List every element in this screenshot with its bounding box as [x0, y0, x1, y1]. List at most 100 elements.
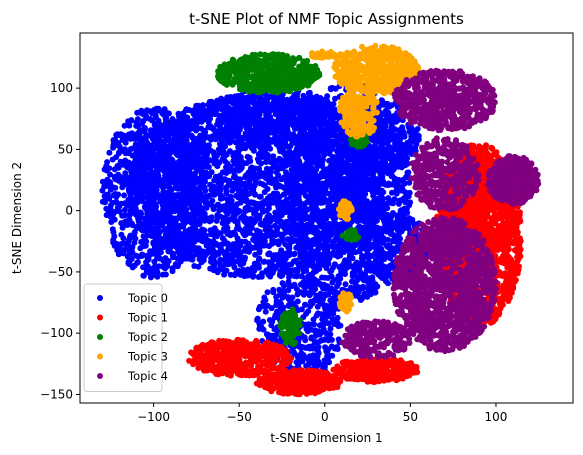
- data-point: [259, 270, 265, 276]
- data-point: [332, 96, 338, 102]
- data-point: [215, 268, 221, 274]
- data-point: [205, 124, 211, 130]
- data-point: [180, 119, 186, 125]
- data-point: [188, 233, 194, 239]
- data-point: [116, 132, 122, 138]
- data-point: [151, 259, 157, 265]
- data-point: [176, 186, 182, 192]
- data-point: [286, 245, 292, 251]
- data-point: [162, 176, 168, 182]
- data-point: [282, 222, 288, 228]
- data-point: [320, 181, 326, 187]
- data-point: [336, 264, 342, 270]
- data-point: [291, 138, 297, 144]
- scatter-points: [99, 43, 541, 398]
- data-point: [272, 210, 278, 216]
- data-point: [160, 244, 166, 250]
- data-point: [154, 134, 160, 140]
- data-point: [235, 247, 241, 253]
- data-point: [309, 218, 315, 224]
- data-point: [245, 199, 251, 205]
- data-point: [249, 225, 255, 231]
- data-point: [296, 198, 302, 204]
- data-point: [359, 296, 365, 302]
- data-point: [233, 193, 239, 199]
- data-point: [118, 201, 124, 207]
- data-point: [363, 184, 369, 190]
- data-point: [195, 251, 201, 257]
- data-point: [182, 171, 188, 177]
- data-point: [192, 147, 198, 153]
- data-point: [373, 177, 379, 183]
- data-point: [218, 230, 224, 236]
- data-point: [270, 270, 276, 276]
- data-point: [353, 283, 359, 289]
- data-point: [272, 192, 278, 198]
- data-point: [324, 249, 330, 255]
- data-point: [241, 181, 247, 187]
- data-point: [280, 149, 286, 155]
- data-point: [130, 161, 136, 167]
- data-point: [285, 200, 291, 206]
- data-point: [136, 218, 142, 224]
- data-point: [193, 194, 199, 200]
- data-point: [173, 201, 179, 207]
- data-point: [264, 208, 270, 214]
- data-point: [126, 186, 132, 192]
- data-point: [217, 261, 223, 267]
- data-point: [366, 287, 372, 293]
- data-point: [234, 115, 240, 121]
- data-point: [159, 192, 165, 198]
- data-point: [171, 126, 177, 132]
- data-point: [208, 137, 214, 143]
- data-point: [133, 208, 139, 214]
- data-point: [233, 174, 239, 180]
- data-point: [240, 255, 246, 261]
- data-point: [105, 211, 111, 217]
- data-point: [160, 272, 166, 278]
- data-point: [320, 157, 326, 163]
- data-point: [121, 192, 127, 198]
- data-point: [102, 199, 108, 205]
- data-point: [323, 216, 329, 222]
- data-point: [319, 243, 325, 249]
- data-point: [121, 136, 127, 142]
- data-point: [360, 216, 366, 222]
- data-point: [257, 194, 263, 200]
- data-point: [129, 170, 135, 176]
- data-point: [149, 118, 155, 124]
- data-point: [223, 191, 229, 197]
- data-point: [199, 169, 205, 175]
- data-point: [223, 241, 229, 247]
- data-point: [110, 145, 116, 151]
- data-point: [314, 151, 320, 157]
- data-point: [99, 188, 105, 194]
- data-point: [185, 129, 191, 135]
- data-point: [370, 281, 376, 287]
- data-point: [334, 283, 340, 289]
- data-point: [189, 238, 195, 244]
- data-point: [394, 187, 400, 193]
- data-point: [156, 213, 162, 219]
- data-point: [280, 231, 286, 237]
- data-point: [225, 246, 231, 252]
- data-point: [321, 135, 327, 141]
- data-point: [336, 274, 342, 280]
- data-point: [107, 184, 113, 190]
- data-point: [315, 212, 321, 218]
- data-point: [257, 234, 263, 240]
- data-point: [165, 248, 171, 254]
- data-point: [358, 168, 364, 174]
- data-point: [190, 175, 196, 181]
- data-point: [341, 176, 347, 182]
- data-point: [132, 236, 138, 242]
- data-point: [311, 241, 317, 247]
- data-point: [127, 213, 133, 219]
- data-point: [234, 226, 240, 232]
- data-point: [114, 247, 120, 253]
- data-point: [224, 268, 230, 274]
- data-point: [317, 281, 323, 287]
- data-point: [242, 248, 248, 254]
- data-point: [138, 148, 144, 154]
